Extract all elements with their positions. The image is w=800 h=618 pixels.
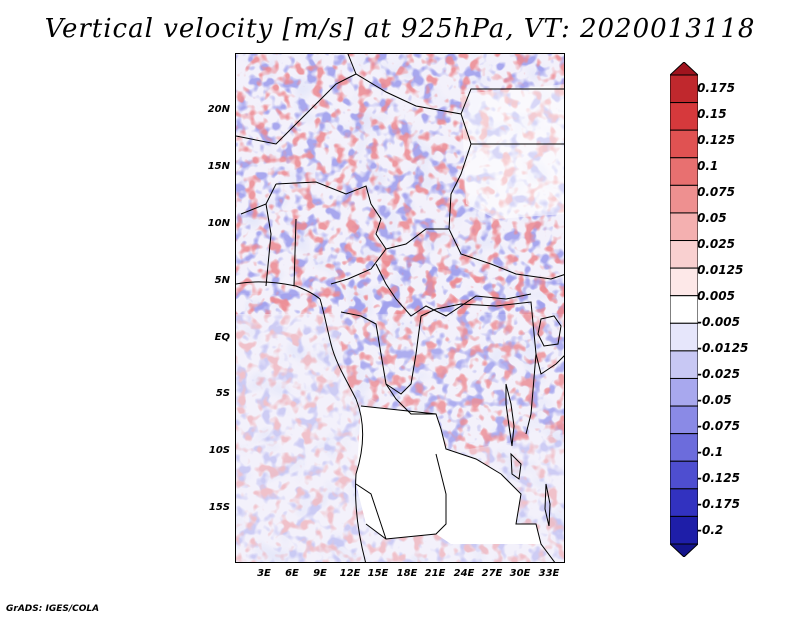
lon-tick-label: 27E [481,568,503,579]
colorbar-label: -0.0125 [697,341,749,355]
lat-tick-label: 5S [215,388,230,399]
colorbar-cell [670,62,698,76]
colorbar-cell [670,543,698,557]
lat-tick-label: 15N [207,161,230,172]
velocity-field [236,54,564,562]
lat-tick-label: 10S [208,445,230,456]
colorbar-label: 0.125 [697,133,735,147]
lon-tick-label: 15E [367,568,389,579]
colorbar-cell [670,157,698,186]
colorbar-cell [670,74,698,104]
colorbar-cell [670,212,698,242]
colorbar-cell [670,129,698,159]
lon-tick-label: 3E [257,568,271,579]
colorbar-label: -0.005 [697,315,740,329]
colorbar-label: 0.075 [697,185,735,199]
colorbar-cell [670,405,698,435]
lon-tick-label: 24E [453,568,475,579]
colorbar-cell [670,488,698,517]
colorbar-label: -0.125 [697,471,740,485]
lon-tick-label: 12E [339,568,361,579]
colorbar-label: 0.175 [697,81,735,95]
colorbar-cell [670,267,698,297]
colorbar-cell [670,433,698,462]
lat-tick-label: 5N [214,275,230,286]
colorbar-label: -0.2 [697,523,724,537]
colorbar-cell [670,102,698,131]
colorbar-label: -0.1 [697,445,724,459]
map-panel [235,53,565,563]
lat-tick-label: 15S [208,502,230,513]
colorbar-cell [670,184,698,214]
colorbar-label: -0.025 [697,367,740,381]
colorbar-cell [670,460,698,490]
lat-tick-label: 10N [207,218,230,229]
colorbar-cell [670,515,698,545]
lat-tick-label: 20N [207,104,230,115]
colorbar-label: -0.175 [697,497,740,511]
lon-tick-label: 33E [538,568,560,579]
lon-tick-label: 18E [396,568,418,579]
colorbar-label: 0.15 [697,107,727,121]
colorbar [670,62,698,557]
colorbar-cell [670,295,698,324]
colorbar-label: 0.005 [697,289,735,303]
colorbar-label: -0.075 [697,419,740,433]
lon-tick-label: 21E [424,568,446,579]
colorbar-label: 0.1 [697,159,719,173]
lon-tick-label: 30E [509,568,531,579]
lon-tick-label: 9E [313,568,327,579]
colorbar-cell [670,377,698,407]
map-title: Vertical velocity [m/s] at 925hPa, VT: 2… [44,14,756,44]
colorbar-label: 0.025 [697,237,735,251]
colorbar-label: -0.05 [697,393,732,407]
software-credit: GrADS: IGES/COLA [6,604,100,614]
colorbar-label: 0.05 [697,211,727,225]
colorbar-cell [670,322,698,352]
lat-tick-label: EQ [214,332,230,343]
colorbar-cell [670,350,698,379]
colorbar-label: 0.0125 [697,263,744,277]
colorbar-cell [670,240,698,269]
lon-tick-label: 6E [285,568,299,579]
